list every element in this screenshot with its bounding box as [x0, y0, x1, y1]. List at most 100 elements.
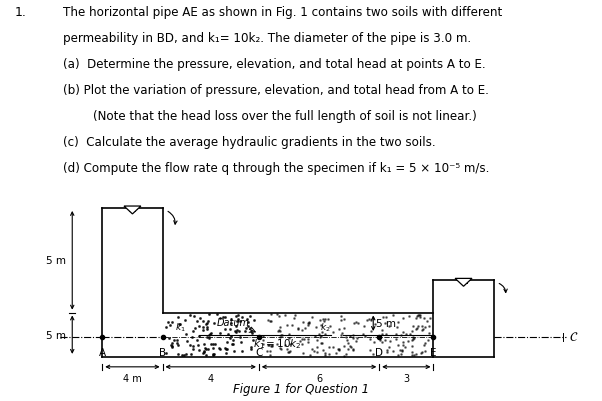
- Point: [325, 323, 335, 330]
- Point: [281, 342, 290, 348]
- Point: [199, 318, 208, 325]
- Point: [198, 327, 208, 334]
- Point: [204, 335, 214, 341]
- Point: [337, 332, 346, 339]
- Point: [266, 312, 276, 318]
- Point: [182, 351, 191, 357]
- Point: [366, 317, 376, 324]
- Point: [324, 344, 334, 350]
- Point: [380, 337, 390, 344]
- Point: [309, 348, 319, 355]
- Point: [188, 328, 197, 334]
- Point: [274, 314, 284, 320]
- Text: A: A: [99, 347, 106, 357]
- Point: [266, 318, 276, 325]
- Point: [231, 323, 241, 329]
- Point: [263, 316, 273, 323]
- Text: $k_1$: $k_1$: [175, 321, 186, 334]
- Point: [173, 337, 182, 344]
- Point: [202, 324, 212, 331]
- Point: [213, 311, 222, 318]
- Point: [275, 334, 285, 341]
- Point: [418, 326, 427, 332]
- Point: [198, 324, 208, 331]
- Point: [384, 323, 394, 330]
- Point: [333, 346, 343, 352]
- Point: [330, 350, 340, 356]
- Point: [194, 324, 204, 330]
- Point: [320, 331, 330, 337]
- Point: [346, 333, 355, 339]
- Point: [366, 328, 376, 334]
- Point: [378, 314, 388, 321]
- Point: [208, 352, 218, 358]
- Point: [284, 334, 294, 341]
- Point: [265, 348, 275, 354]
- Point: [377, 327, 386, 333]
- Point: [221, 350, 231, 356]
- Point: [365, 347, 375, 353]
- Point: [248, 337, 258, 343]
- Point: [407, 349, 417, 355]
- Point: [346, 343, 355, 349]
- Point: [381, 331, 391, 338]
- Point: [399, 342, 408, 348]
- Point: [303, 339, 312, 345]
- Point: [243, 322, 252, 329]
- Point: [220, 326, 230, 333]
- Point: [225, 335, 234, 342]
- Point: [265, 318, 275, 324]
- Point: [335, 347, 344, 354]
- Point: [423, 337, 433, 344]
- Point: [290, 314, 299, 321]
- Point: [299, 319, 308, 326]
- Point: [298, 350, 308, 357]
- Point: [414, 312, 423, 319]
- Point: [201, 322, 211, 328]
- Point: [403, 338, 413, 344]
- Point: [408, 334, 418, 341]
- Point: [206, 330, 216, 337]
- Text: 4 m: 4 m: [123, 373, 142, 383]
- Point: [222, 346, 231, 353]
- Point: [193, 318, 202, 324]
- Point: [419, 342, 429, 348]
- Text: $k_2$: $k_2$: [320, 321, 330, 334]
- Point: [275, 328, 285, 334]
- Point: [275, 324, 285, 330]
- Point: [411, 351, 421, 358]
- Point: [316, 340, 326, 347]
- Point: [329, 344, 338, 351]
- Point: [187, 334, 196, 340]
- Point: [382, 347, 391, 353]
- Point: [194, 347, 203, 353]
- Point: [243, 319, 252, 325]
- Point: [342, 337, 352, 343]
- Point: [334, 346, 344, 352]
- Point: [214, 344, 224, 351]
- Point: [230, 328, 240, 334]
- Polygon shape: [455, 279, 472, 287]
- Point: [419, 315, 429, 322]
- Point: [343, 346, 352, 352]
- Point: [409, 352, 418, 358]
- Point: [300, 325, 310, 331]
- Point: [396, 346, 405, 353]
- Point: [173, 350, 182, 357]
- Point: [276, 345, 285, 351]
- Point: [164, 335, 174, 341]
- Text: B: B: [159, 347, 166, 357]
- Point: [349, 335, 358, 342]
- Point: [192, 336, 202, 343]
- Point: [222, 339, 232, 346]
- Point: [337, 330, 347, 336]
- Point: [205, 332, 214, 338]
- Point: [290, 312, 300, 318]
- Point: [180, 317, 190, 324]
- Point: [188, 346, 198, 352]
- Point: [203, 318, 213, 324]
- Point: [388, 348, 398, 354]
- Point: [285, 341, 294, 347]
- Point: [285, 348, 294, 355]
- Text: (b) Plot the variation of pressure, elevation, and total head from A to E.: (b) Plot the variation of pressure, elev…: [63, 84, 489, 97]
